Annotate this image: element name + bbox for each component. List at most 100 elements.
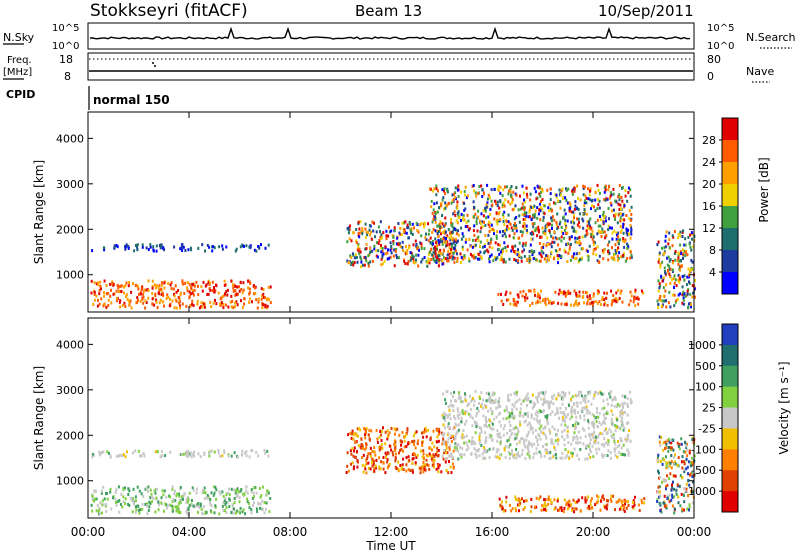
range-cell xyxy=(446,190,449,194)
range-cell xyxy=(661,299,664,303)
range-cell xyxy=(454,442,457,446)
range-cell xyxy=(678,275,681,279)
range-cell xyxy=(522,399,525,403)
range-cell xyxy=(543,257,546,261)
range-cell xyxy=(517,430,520,434)
range-cell xyxy=(604,236,606,240)
range-cell xyxy=(522,191,525,195)
range-cell xyxy=(682,298,685,302)
range-cell xyxy=(623,218,626,222)
range-cell xyxy=(480,184,483,188)
range-cell xyxy=(404,435,407,438)
range-cell xyxy=(540,452,542,456)
range-cell xyxy=(491,203,494,207)
range-cell xyxy=(504,198,507,202)
range-cell xyxy=(395,248,398,251)
range-cell xyxy=(160,501,163,505)
range-cell xyxy=(490,421,493,425)
range-cell xyxy=(215,497,218,501)
range-cell xyxy=(674,278,677,282)
range-cell xyxy=(393,448,396,452)
range-cell xyxy=(349,224,351,228)
range-cell xyxy=(503,447,506,451)
range-cell xyxy=(671,486,674,490)
range-cell xyxy=(535,301,538,305)
range-cell xyxy=(623,505,626,509)
range-cell xyxy=(124,284,127,288)
range-cell xyxy=(527,415,529,418)
range-cell xyxy=(613,258,616,262)
range-cell xyxy=(516,453,519,456)
range-cell xyxy=(433,445,436,449)
range-cell xyxy=(589,411,591,415)
range-cell xyxy=(601,432,604,436)
range-cell xyxy=(392,254,395,258)
range-cell xyxy=(432,217,435,221)
range-cell xyxy=(436,428,439,432)
range-cell xyxy=(448,460,450,464)
range-cell xyxy=(240,453,243,457)
range-cell xyxy=(545,303,548,307)
ytick-label: 2000 xyxy=(56,429,84,442)
range-cell xyxy=(453,192,455,196)
range-cell xyxy=(575,415,578,419)
range-cell xyxy=(602,250,605,254)
range-cell xyxy=(460,410,463,414)
range-cell xyxy=(629,390,632,394)
range-cell xyxy=(437,241,440,245)
range-cell xyxy=(248,297,251,301)
range-cell xyxy=(635,296,638,300)
range-cell xyxy=(588,297,591,301)
range-cell xyxy=(449,238,452,242)
range-cell xyxy=(560,226,563,229)
range-cell xyxy=(524,445,527,449)
range-cell xyxy=(656,458,659,462)
range-cell xyxy=(263,501,266,505)
range-cell xyxy=(365,458,368,462)
range-cell xyxy=(490,427,493,431)
range-cell xyxy=(593,391,596,395)
range-cell xyxy=(226,293,229,297)
range-cell xyxy=(685,445,688,449)
range-cell xyxy=(425,238,428,241)
range-cell xyxy=(606,431,609,435)
range-cell xyxy=(610,226,613,230)
range-cell xyxy=(211,249,214,253)
range-cell xyxy=(511,228,514,232)
range-cell xyxy=(98,507,101,511)
range-cell xyxy=(226,501,229,505)
colorbar-tick-label: 28 xyxy=(702,134,716,147)
range-cell xyxy=(485,420,488,424)
range-cell xyxy=(122,500,125,504)
range-cell xyxy=(153,489,156,493)
range-cell xyxy=(225,493,228,496)
range-cell xyxy=(499,441,502,445)
range-cell xyxy=(623,426,626,430)
range-cell xyxy=(522,289,525,293)
range-cell xyxy=(665,504,668,508)
range-cell xyxy=(210,449,213,453)
range-cell xyxy=(536,206,539,210)
range-cell xyxy=(360,230,363,234)
range-cell xyxy=(189,303,192,307)
range-cell xyxy=(666,263,669,267)
range-cell xyxy=(584,396,587,400)
range-cell xyxy=(186,507,189,511)
range-cell xyxy=(424,463,426,467)
range-cell xyxy=(180,245,183,249)
range-cell xyxy=(105,284,108,288)
range-cell xyxy=(538,391,541,395)
range-cell xyxy=(457,443,460,447)
range-cell xyxy=(396,236,399,240)
range-cell xyxy=(612,192,615,196)
range-cell xyxy=(555,410,558,414)
range-cell xyxy=(589,297,592,301)
range-cell xyxy=(526,257,529,261)
range-cell xyxy=(486,239,489,243)
range-cell xyxy=(615,300,618,304)
range-cell xyxy=(677,278,680,282)
range-cell xyxy=(439,220,442,224)
range-cell xyxy=(664,447,667,450)
range-cell xyxy=(140,454,143,458)
